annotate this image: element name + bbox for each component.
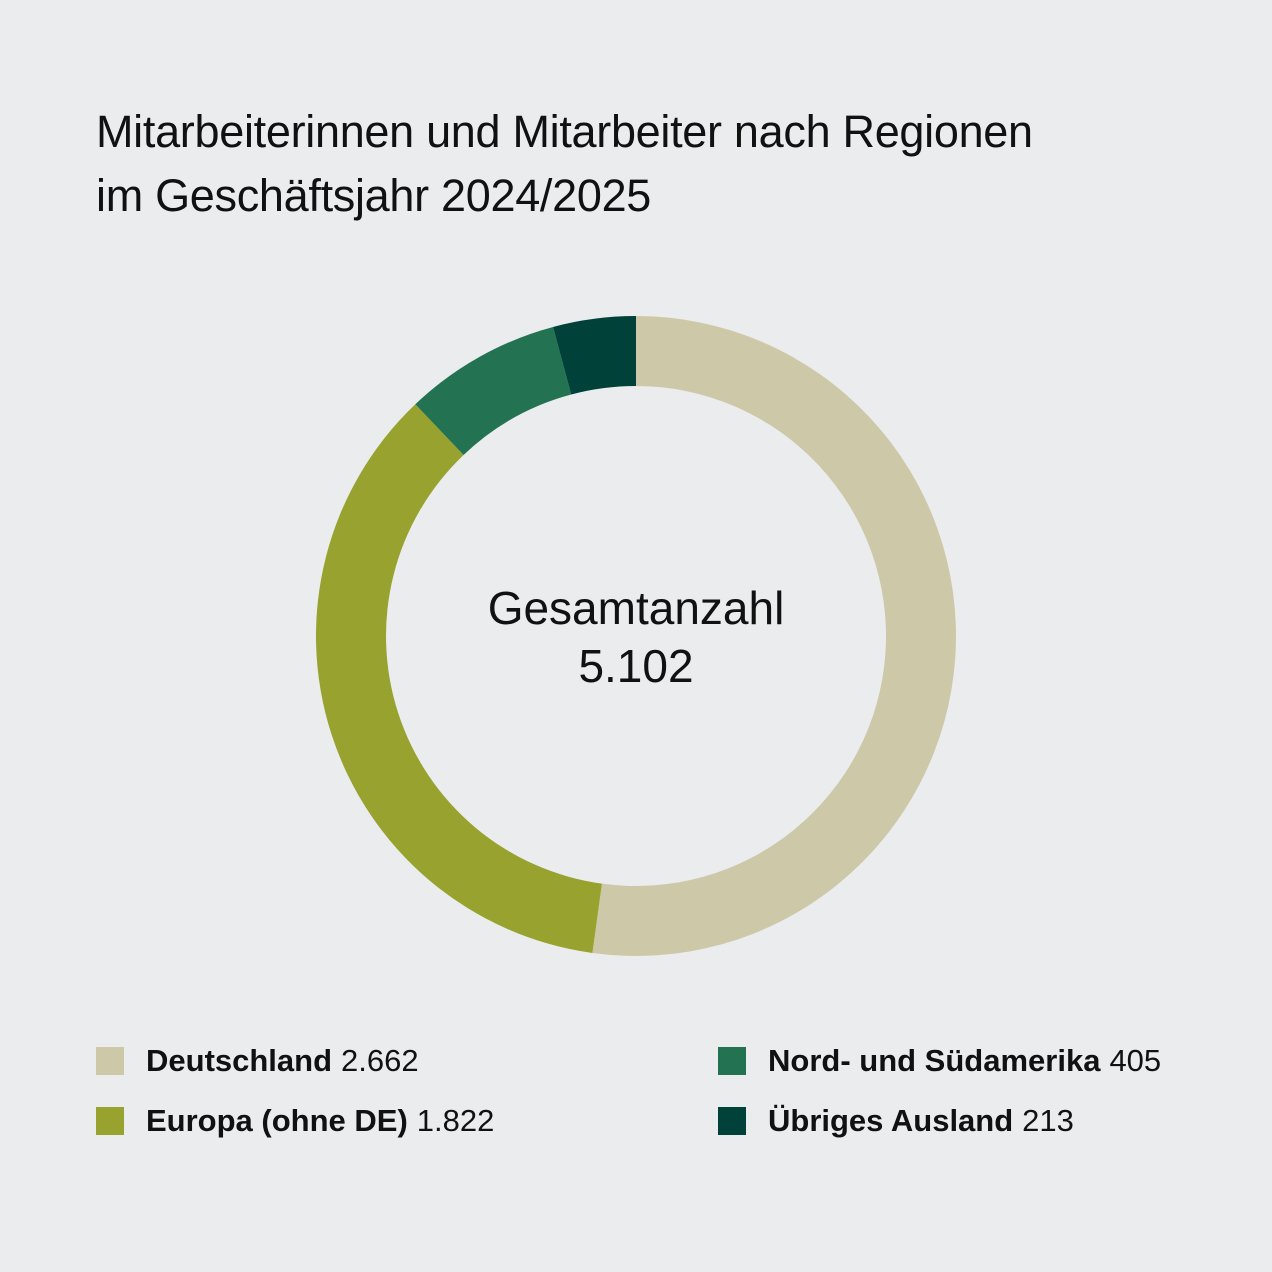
legend-item-amerika: Nord- und Südamerika 405 xyxy=(718,1041,1161,1081)
legend-value: 213 xyxy=(1022,1103,1074,1138)
legend-item-europa: Europa (ohne DE) 1.822 xyxy=(96,1101,494,1141)
legend-name: Deutschland xyxy=(146,1043,333,1078)
legend-value: 2.662 xyxy=(341,1043,419,1078)
donut-slice-uebriges-ausland xyxy=(553,316,636,395)
donut-slices xyxy=(315,316,956,957)
legend-value: 405 xyxy=(1109,1043,1162,1078)
legend-name: Nord- und Südamerika xyxy=(768,1043,1101,1078)
donut-slice-amerika xyxy=(415,326,572,455)
legend-name: Europa (ohne DE) xyxy=(146,1103,408,1138)
legend-swatch-uebriges-ausland xyxy=(718,1107,746,1135)
chart-title-line-2: im Geschäftsjahr 2024/2025 xyxy=(96,170,652,221)
donut-slice-europa xyxy=(315,404,602,954)
legend-name: Übriges Ausland xyxy=(768,1103,1014,1138)
chart-title-line-1: Mitarbeiterinnen und Mitarbeiter nach Re… xyxy=(96,106,1033,157)
legend-swatch-europa xyxy=(96,1107,124,1135)
chart-title: Mitarbeiterinnen und Mitarbeiter nach Re… xyxy=(96,100,1196,228)
total-value-label: 5.102 xyxy=(578,640,693,692)
legend-item-deutschland: Deutschland 2.662 xyxy=(96,1041,419,1081)
legend-swatch-amerika xyxy=(718,1047,746,1075)
legend-swatch-deutschland xyxy=(96,1047,124,1075)
center-label: Gesamtanzahl xyxy=(488,582,785,634)
legend-value: 1.822 xyxy=(416,1103,495,1138)
legend-item-uebriges-ausland: Übriges Ausland 213 xyxy=(718,1101,1074,1141)
donut-slice-deutschland xyxy=(592,316,956,957)
